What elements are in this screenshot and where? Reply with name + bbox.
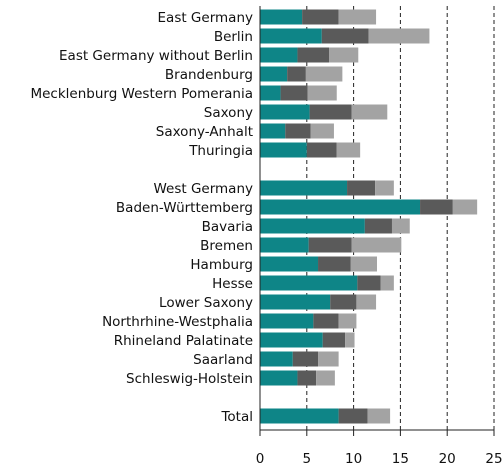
bar-segment <box>322 332 346 348</box>
bar-segment <box>391 218 410 234</box>
bar-segment <box>260 218 365 234</box>
y-tick-label: Berlin <box>214 29 253 45</box>
bar-segment <box>260 28 322 44</box>
y-tick-label: Bavaria <box>202 219 253 235</box>
y-tick-label: Hesse <box>212 276 253 292</box>
bar-segment <box>260 408 339 424</box>
bar-segment <box>285 123 311 139</box>
bar-segment <box>347 180 376 196</box>
bar-segment <box>260 104 310 120</box>
bar-segment <box>336 142 361 158</box>
y-tick-label: Saxony-Anhalt <box>156 124 253 140</box>
y-tick-label: Saarland <box>193 352 253 368</box>
x-tick-label: 0 <box>256 451 265 467</box>
bar-segment <box>302 9 339 25</box>
bar-segment <box>318 256 351 272</box>
bar-segment <box>292 351 319 367</box>
bar-segment <box>280 85 308 101</box>
y-tick-label: Northrhine-Westphalia <box>102 314 253 330</box>
y-tick-label: Baden-Württemberg <box>116 200 253 216</box>
y-tick-label: Lower Saxony <box>159 295 253 311</box>
bar-segment <box>260 199 421 215</box>
bar-segment <box>345 332 355 348</box>
bar-segment <box>452 199 478 215</box>
bar-segment <box>287 66 306 82</box>
bar-segment <box>351 104 388 120</box>
bar-segment <box>364 218 392 234</box>
bar-segment <box>330 294 357 310</box>
x-tick-label: 15 <box>392 451 409 467</box>
bar-segment <box>356 294 377 310</box>
y-tick-label: Mecklenburg Western Pomerania <box>30 86 253 102</box>
x-tick-label: 25 <box>485 451 502 467</box>
bar-segment <box>260 294 331 310</box>
bar-segment <box>351 237 402 253</box>
bar-segment <box>350 256 377 272</box>
y-tick-label: Total <box>220 409 253 425</box>
bar-segment <box>260 66 288 82</box>
bar-segment <box>260 123 286 139</box>
x-tick-label: 20 <box>439 451 456 467</box>
bar-segment <box>297 370 317 386</box>
bar-segment <box>260 351 293 367</box>
bar-segment <box>329 47 359 63</box>
bar-segment <box>318 351 339 367</box>
bar-segment <box>367 408 391 424</box>
y-tick-label: Bremen <box>200 238 253 254</box>
bar-segment <box>260 256 319 272</box>
y-tick-label: East Germany <box>158 10 253 26</box>
bar-segment <box>260 275 358 291</box>
bar-segment <box>313 313 339 329</box>
bar-segment <box>368 28 430 44</box>
bar-segment <box>375 180 394 196</box>
bar-segment <box>306 142 337 158</box>
y-tick-label: East Germany without Berlin <box>59 48 253 64</box>
y-tick-label: Brandenburg <box>165 67 253 83</box>
bar-segment <box>310 123 334 139</box>
bar-segment <box>321 28 369 44</box>
bar-segment <box>338 408 368 424</box>
bar-segment <box>420 199 453 215</box>
bar-segment <box>308 237 352 253</box>
bar-segment <box>380 275 394 291</box>
y-tick-label: Hamburg <box>190 257 253 273</box>
y-tick-label: Rhineland Palatinate <box>114 333 253 349</box>
bar-segment <box>316 370 335 386</box>
bar-segment <box>260 142 307 158</box>
bar-segment <box>338 313 357 329</box>
y-tick-label: Thuringia <box>188 143 253 159</box>
bar-segment <box>305 66 343 82</box>
x-tick-label: 10 <box>345 451 362 467</box>
bar-segment <box>260 313 314 329</box>
bar-segment <box>260 85 281 101</box>
x-tick-label: 5 <box>303 451 312 467</box>
bar-segment <box>260 9 303 25</box>
bar-segment <box>260 237 309 253</box>
bar-segment <box>297 47 330 63</box>
bar-segment <box>357 275 381 291</box>
y-tick-label: Saxony <box>204 105 253 121</box>
y-tick-label: Schleswig-Holstein <box>126 371 253 387</box>
bar-segment <box>260 180 348 196</box>
bar-segment <box>260 332 323 348</box>
y-tick-label: West Germany <box>153 181 253 197</box>
bar-segment <box>338 9 377 25</box>
bar-segment <box>260 47 298 63</box>
bar-segment <box>260 370 298 386</box>
bar-segment <box>309 104 352 120</box>
bar-segment <box>307 85 337 101</box>
